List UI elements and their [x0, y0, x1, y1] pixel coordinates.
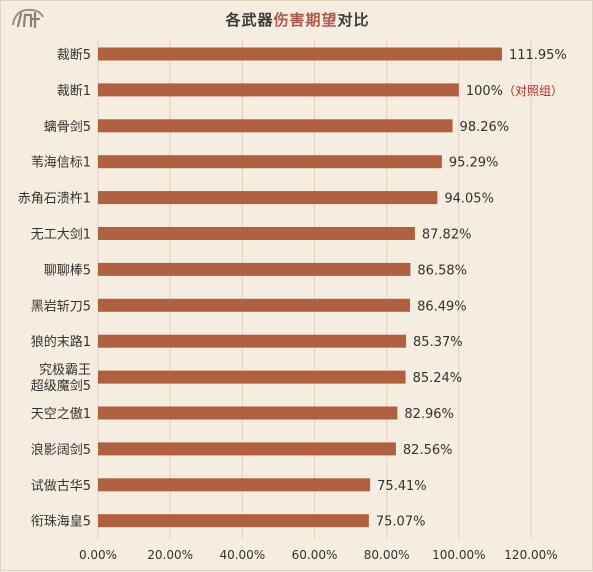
category-labels: 裁断5 裁断1 螭骨剑5 苇海信标1 赤角石溃杵1 无工大剑1 聊聊棒5 黑岩斩刀5 狼的末路1… [18, 47, 91, 530]
value-label: 86.58% [417, 263, 467, 278]
bar [98, 227, 415, 240]
title-prefix: 各武器 [225, 11, 274, 29]
bar [98, 298, 411, 312]
bar [98, 119, 453, 133]
x-tick-label: 120.00% [504, 548, 557, 562]
category-label: 裁断5 [57, 47, 91, 63]
x-tick-label: 80.00% [364, 548, 410, 562]
category-label: 螭骨剑5 [44, 119, 91, 135]
category-label: 究极霸王超级魔剑5 [31, 363, 91, 394]
value-label: 82.56% [403, 443, 453, 458]
value-label: 85.24% [413, 371, 463, 386]
x-tick-label: 40.00% [219, 548, 265, 562]
category-label: 无工大剑1 [31, 227, 91, 243]
x-tick-label: 60.00% [292, 548, 338, 562]
value-label: 82.96% [404, 407, 454, 422]
category-label: 聊聊棒5 [44, 263, 91, 278]
category-label: 黑岩斩刀5 [31, 299, 91, 314]
bar [98, 47, 502, 61]
chart-title: 各武器伤害期望对比 [1, 9, 593, 30]
bar [98, 442, 396, 456]
category-label: 衔珠海皇5 [31, 515, 91, 530]
bar [98, 334, 407, 348]
category-label: 赤角石溃杵1 [18, 192, 91, 207]
x-axis-ticks: 0.00% 20.00% 40.00% 60.00% 80.00% 100.00% 120.… [79, 548, 558, 562]
category-label: 裁断1 [57, 83, 91, 99]
category-label: 苇海信标1 [31, 156, 91, 171]
bar [98, 155, 442, 169]
category-label-line: 超级魔剑5 [31, 378, 91, 394]
value-label: 95.29% [449, 156, 499, 171]
bar [98, 370, 406, 384]
bar [98, 262, 411, 276]
value-label: 86.49% [417, 299, 467, 314]
category-label-line: 究极霸王 [39, 363, 91, 378]
bar [98, 514, 369, 528]
value-labels: 111.95% 100%（对照组） 98.26% 95.29% 94.05% 87.82%… [376, 48, 567, 530]
bars [98, 47, 502, 528]
control-group-note: （对照组） [503, 84, 563, 98]
bar [98, 191, 438, 205]
category-label: 试做古华5 [31, 479, 91, 494]
category-label: 浪影阔剑5 [31, 442, 91, 458]
gridlines [97, 39, 532, 539]
x-tick-label: 0.00% [79, 548, 117, 562]
bar [98, 406, 398, 420]
value-label: 100%（对照组） [466, 84, 563, 99]
value-label: 85.37% [413, 335, 463, 350]
x-tick-label: 100.00% [432, 548, 485, 562]
bar [98, 478, 371, 492]
value-label: 94.05% [444, 192, 494, 207]
category-label: 狼的末路1 [31, 334, 91, 350]
value-label: 98.26% [460, 120, 510, 135]
genshin-logo-icon [12, 8, 44, 29]
value-label: 111.95% [509, 48, 567, 63]
value-label: 75.41% [377, 479, 427, 494]
x-tick-label: 20.00% [147, 548, 193, 562]
title-suffix: 对比 [337, 11, 370, 29]
bar [98, 83, 459, 97]
value-label: 87.82% [422, 228, 472, 243]
title-highlight: 伤害期望 [273, 11, 338, 29]
category-label: 天空之傲1 [31, 407, 91, 422]
value-label: 75.07% [376, 515, 426, 530]
